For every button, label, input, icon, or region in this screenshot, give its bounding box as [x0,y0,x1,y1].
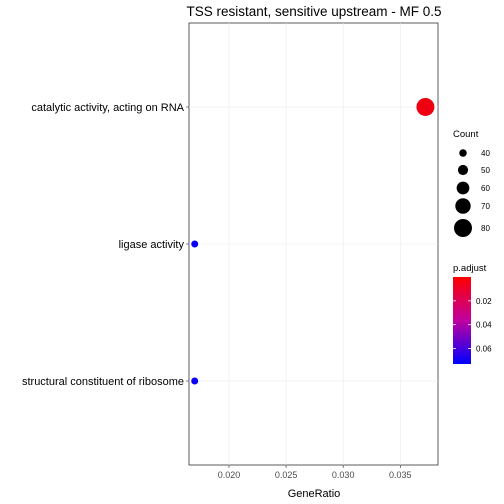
x-tick-label: 0.020 [218,470,241,480]
legend-padjust-title: p.adjust [453,263,487,274]
x-axis-ticks: 0.020 0.025 0.030 0.035 [186,106,412,480]
legend-padjust-label: 0.06 [476,345,492,354]
x-tick-label: 0.035 [389,470,412,480]
legend-padjust-label: 0.04 [476,321,492,330]
data-point [191,240,199,248]
legend-count-label: 70 [481,202,490,211]
category-label: structural constituent of ribosome [22,376,184,388]
legend-count: Count 40 50 60 70 80 [453,129,490,237]
category-label: ligase activity [119,239,185,251]
category-labels: catalytic activity, acting on RNA ligase … [22,102,185,388]
legend-count-key [455,198,471,214]
legend-count-title: Count [453,129,479,140]
legend-padjust-colorbar [453,277,471,364]
legend-count-label: 50 [481,166,490,175]
grid-lines [189,23,438,465]
legend-count-key [459,149,467,157]
legend-count-label: 40 [481,149,490,158]
data-point [191,377,199,385]
legend-count-key [454,219,472,237]
legend-padjust: p.adjust 0.02 0.04 0.06 [453,263,492,364]
legend-count-key [457,164,469,176]
x-axis-title: GeneRatio [288,488,341,500]
x-tick-label: 0.030 [332,470,355,480]
x-tick-label: 0.025 [275,470,298,480]
legend-count-label: 80 [481,224,490,233]
data-point [416,97,435,116]
legend-count-label: 60 [481,184,490,193]
legend-count-key [456,181,470,195]
category-label: catalytic activity, acting on RNA [31,102,184,114]
data-points [191,97,435,385]
legend-padjust-label: 0.02 [476,297,492,306]
chart-title: TSS resistant, sensitive upstream - MF 0… [186,4,441,19]
